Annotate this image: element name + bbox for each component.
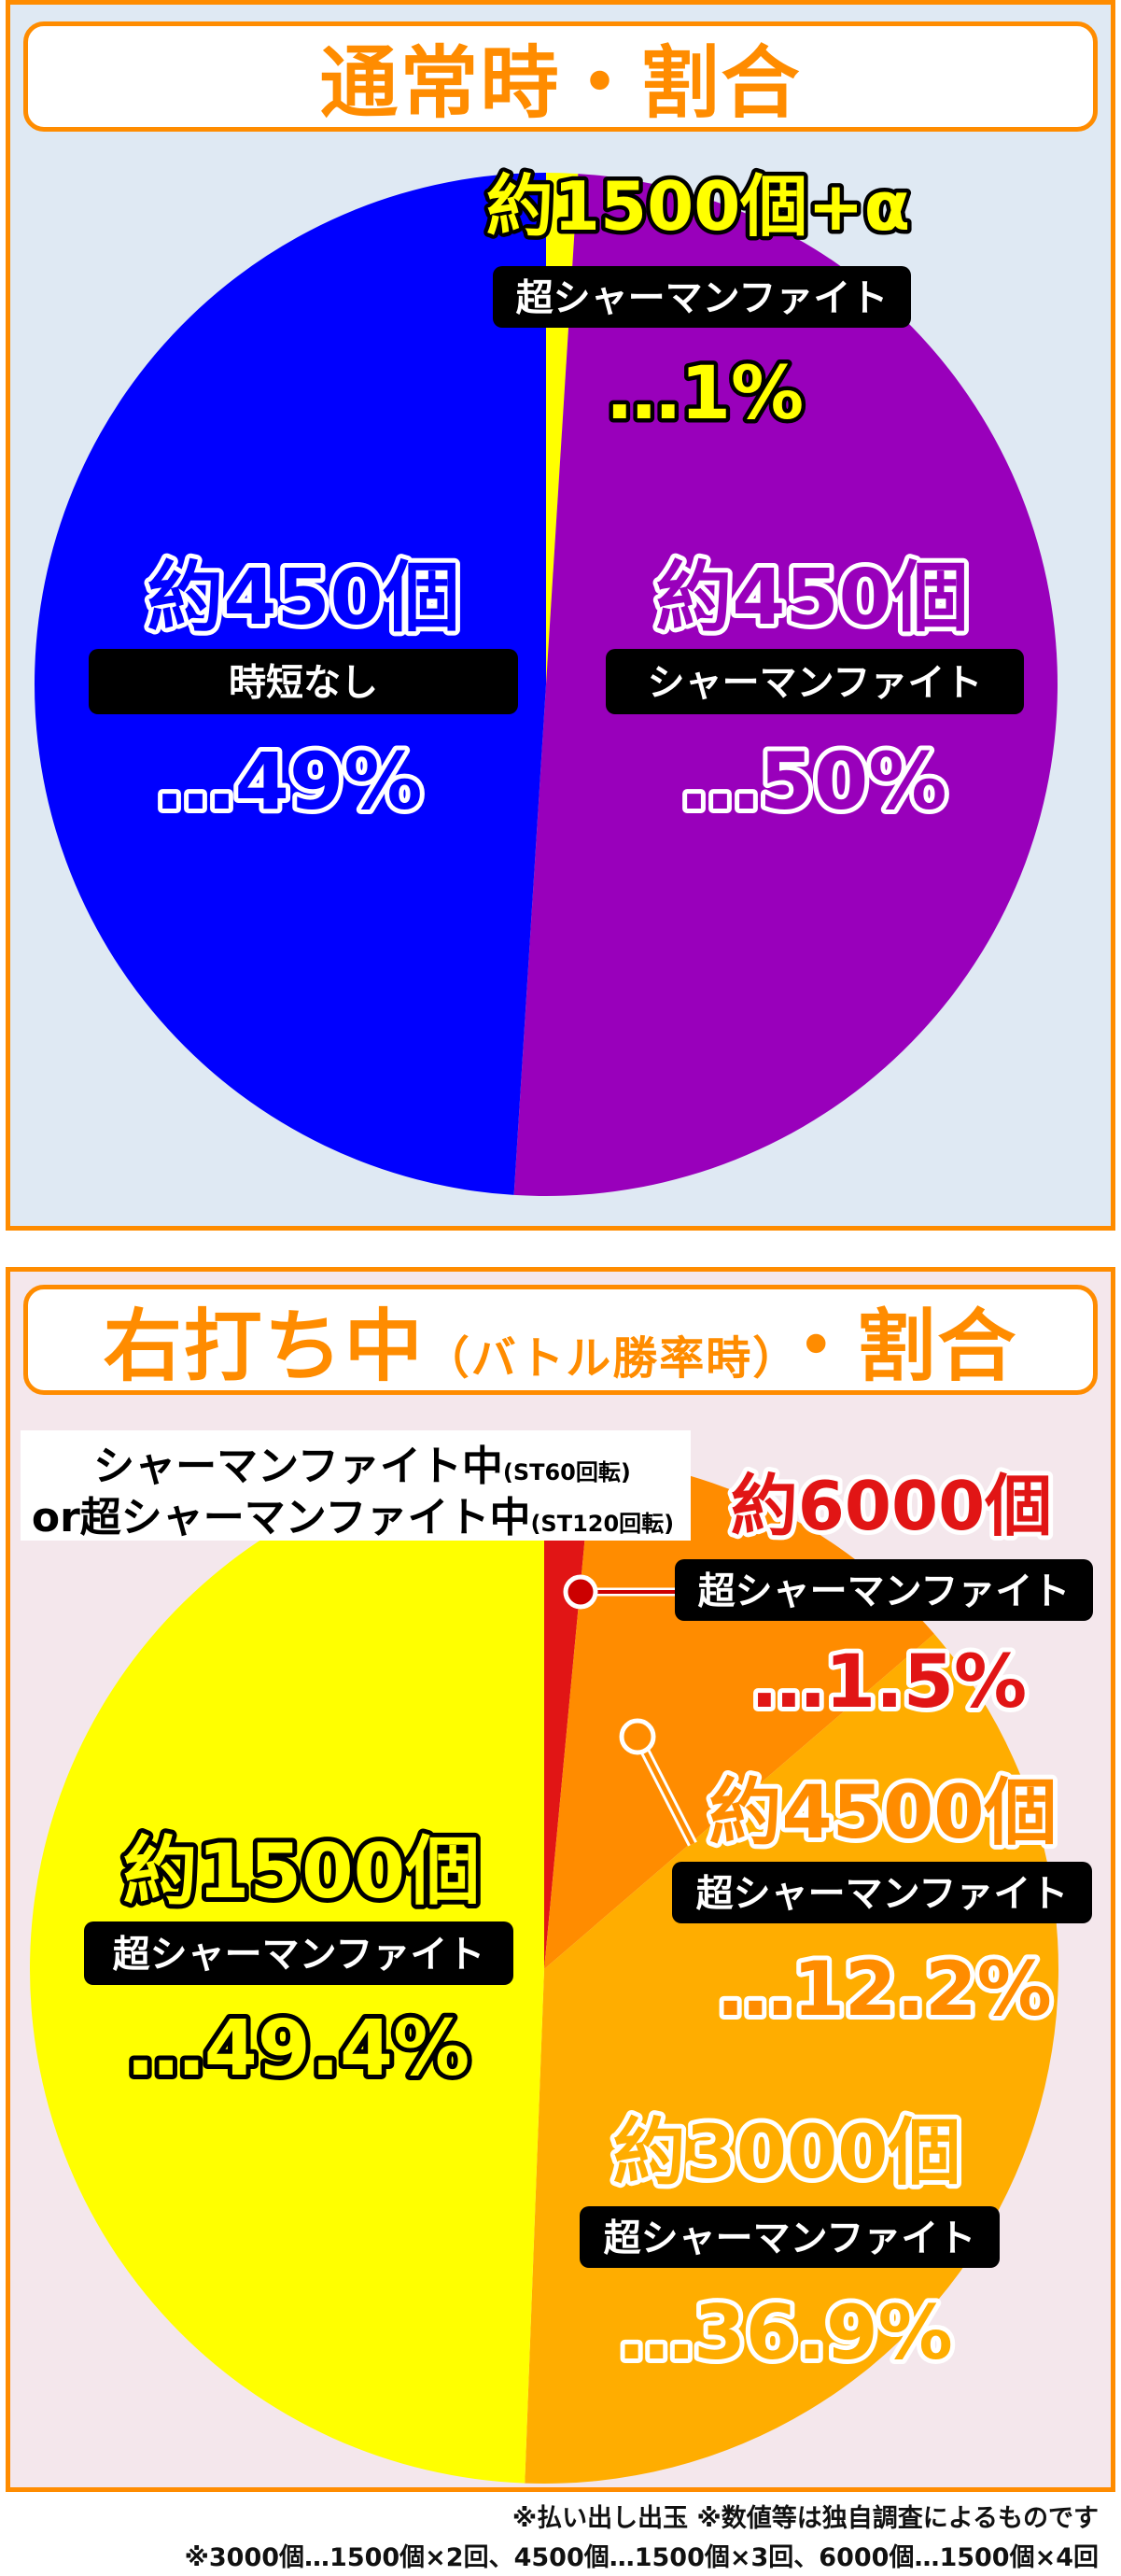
pie2-slice-0-label: 超シャーマンファイト [698,1570,1071,1612]
pie2-slice-3-label: 超シャーマンファイト [113,1933,485,1976]
pie2-slice-1-prize: 約4500個 [708,1771,1057,1855]
pie2-slice-0-marker [563,1574,598,1610]
title-tail: ・割合 [777,1300,1018,1392]
pie2-slice-1-marker [619,1718,656,1755]
subheading-line2-text: or超シャーマンファイト中 [32,1494,531,1541]
title-main: 右打ち中 [103,1300,425,1392]
pie1-slice-2-pct: …49% [156,736,422,827]
subheading-line1-text: シャーマンファイト中 [93,1443,503,1490]
pie1-slice-2-label: 時短なし [229,661,378,704]
subheading-line2: or超シャーマンファイト中(ST120回転) [32,1494,674,1541]
pie1-slice-1-label: シャーマンファイト [648,661,983,704]
subheading-line2-note: (ST120回転) [530,1511,674,1537]
pie2-slice-2-prize: 約3000個 [612,2111,960,2195]
subheading-line1: シャーマンファイト中(ST60回転) [93,1443,631,1490]
pie2-slice-2-pct: …36.9% [619,2289,953,2376]
right-hit-chart-title-box: 右打ち中（バトル勝率時）・割合 [23,1285,1098,1395]
footnote-line2: ※3000個…1500個×2回、4500個…1500個×3回、6000個…150… [184,2543,1099,2572]
pie1-slice-1-prize: 約450個 [655,554,968,642]
pie2-slice-2-label: 超シャーマンファイト [604,2217,976,2259]
pie2-slice-0-prize: 約6000個 [731,1467,1052,1545]
normal-chart-title: 通常時・割合 [319,36,802,129]
right-hit-chart-title: 右打ち中（バトル勝率時）・割合 [104,1284,1017,1397]
pie2-slice-2 [525,1633,1059,2484]
pie2-slice-2-label-box [580,2206,1000,2268]
pie2-slice-3-label-box [84,1921,513,1985]
pie1-slice-2-prize: 約450個 [147,554,459,642]
pie1-slice-2-label-box [89,649,518,714]
subheading-box [21,1430,691,1541]
normal-chart-title-box: 通常時・割合 [23,21,1098,132]
pie2-slice-3-pct: …49.4% [128,2005,469,2093]
pie2-slice-1-pct: …12.2% [718,1946,1052,2033]
pie1-slice-0-label-box [493,266,911,328]
title-paren: （バトル勝率時） [424,1331,778,1385]
pie1-slice-0-pct: …1% [608,352,804,436]
pie2-slice-1-label: 超シャーマンファイト [696,1872,1069,1915]
footnote-line1: ※払い出し出玉 ※数値等は独自調査によるものです [511,2504,1099,2533]
pie1-slice-1-pct: …50% [680,736,946,827]
pie1-slice-1-label-box [606,649,1024,714]
pie2-slice-0-label-box [675,1559,1093,1621]
subheading-line1-note: (ST60回転) [503,1459,631,1485]
pie2-slice-3-prize: 約1500個 [123,1828,481,1915]
pie2-slice-0-pct: …1.5% [752,1640,1027,1724]
pie1-slice-0-label: 超シャーマンファイト [516,276,889,319]
pie1-slice-0-prize: 約1500個+α [486,167,910,246]
pie2-slice-1-label-box [672,1862,1092,1923]
pie2-slice-1-leader [635,1735,695,1846]
